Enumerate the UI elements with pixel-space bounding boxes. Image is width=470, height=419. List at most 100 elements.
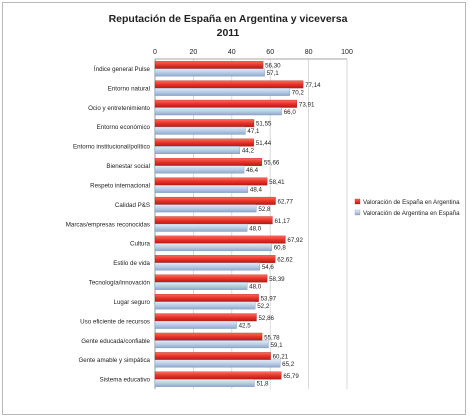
data-label: 62,77 — [278, 198, 294, 205]
category-label: Estilo de vida — [113, 260, 150, 267]
data-label: 62,62 — [277, 257, 293, 264]
data-label: 70,2 — [292, 89, 305, 96]
category-label: Uso eficiente de recursos — [80, 318, 150, 325]
bar-argentina-en-espana — [154, 204, 257, 213]
x-axis-ticks: 0 20 40 60 80 100 — [153, 49, 353, 56]
data-label: 61,17 — [274, 218, 290, 225]
bar-espana-en-argentina — [154, 293, 259, 302]
data-label: 67,92 — [287, 237, 303, 244]
chart-frame: Reputación de España en Argentina y vice… — [2, 2, 466, 415]
legend: Valoración de España en Argentina Valorac… — [354, 198, 460, 217]
data-label: 73,91 — [299, 101, 315, 108]
data-label: 54,6 — [262, 264, 275, 271]
data-label: 66,0 — [284, 109, 297, 116]
bar-espana-en-argentina — [154, 235, 286, 244]
data-label: 51,55 — [256, 121, 272, 128]
bar-espana-en-argentina — [154, 332, 263, 341]
data-label: 56,30 — [265, 63, 281, 70]
category-label: Tecnología/innovación — [89, 280, 151, 287]
bar-argentina-en-espana — [154, 320, 237, 329]
legend-label: Valoración de España en Argentina — [363, 199, 460, 206]
data-label: 48,0 — [249, 225, 262, 232]
legend-swatch — [354, 209, 361, 216]
category-label: Cultura — [130, 241, 151, 248]
category-label: Marcas/empresas reconocidas — [66, 221, 150, 228]
data-label: 44,2 — [242, 148, 255, 155]
chart-title: Reputación de España en Argentina y vice… — [109, 13, 348, 25]
data-label: 48,0 — [249, 284, 262, 291]
data-label: 51,44 — [256, 140, 272, 147]
bar-argentina-en-espana — [154, 223, 248, 232]
category-label: Respeto internacional — [90, 182, 150, 189]
bar-espana-en-argentina — [154, 80, 304, 89]
bar-espana-en-argentina — [154, 196, 276, 205]
x-tick-label: 20 — [190, 49, 198, 56]
data-label: 52,8 — [258, 206, 271, 213]
bar-espana-en-argentina — [154, 216, 273, 225]
bar-espana-en-argentina — [154, 352, 271, 361]
x-tick-label: 60 — [266, 49, 274, 56]
bar-argentina-en-espana — [154, 301, 256, 310]
bar-espana-en-argentina — [154, 61, 264, 69]
bar-argentina-en-espana — [154, 262, 260, 271]
data-label: 52,2 — [257, 303, 270, 310]
bar-argentina-en-espana — [154, 379, 255, 387]
category-label: Entorno institucional/político — [73, 144, 151, 151]
data-label: 58,39 — [269, 276, 285, 283]
bar-argentina-en-espana — [154, 282, 248, 290]
x-tick-label: 80 — [305, 49, 313, 56]
bar-espana-en-argentina — [154, 371, 282, 380]
bar-argentina-en-espana — [154, 359, 281, 368]
bar-espana-en-argentina — [154, 119, 255, 128]
data-label: 46,4 — [246, 167, 259, 174]
bar-argentina-en-espana — [154, 185, 249, 193]
bar-espana-en-argentina — [154, 274, 268, 283]
bar-argentina-en-espana — [154, 340, 269, 349]
data-label: 58,41 — [269, 179, 285, 186]
bar-argentina-en-espana — [154, 87, 290, 96]
x-tick-label: 100 — [341, 49, 353, 56]
category-label: Bienestar social — [106, 163, 150, 170]
bar-argentina-en-espana — [154, 126, 246, 135]
data-label: 65,2 — [282, 361, 295, 368]
category-label: Entorno económico — [97, 124, 151, 131]
bar-espana-en-argentina — [154, 158, 263, 166]
bar-espana-en-argentina — [154, 138, 254, 147]
x-tick-label: 0 — [153, 49, 157, 56]
bar-argentina-en-espana — [154, 146, 241, 155]
data-label: 65,79 — [283, 373, 299, 380]
bar-argentina-en-espana — [154, 165, 245, 174]
data-label: 42,5 — [239, 322, 252, 329]
data-label: 55,78 — [264, 334, 280, 341]
bars — [154, 61, 304, 387]
category-label: Sistema educativo — [99, 377, 150, 384]
bar-argentina-en-espana — [154, 68, 265, 77]
bar-argentina-en-espana — [154, 243, 272, 252]
bar-espana-en-argentina — [154, 177, 268, 186]
category-label: Gente educada/confiable — [81, 338, 150, 345]
data-label: 47,1 — [247, 128, 260, 135]
category-label: Entorno natural — [108, 85, 150, 92]
category-labels: Índice general Pulse Entorno natural Ocio … — [66, 66, 151, 384]
data-label: 52,86 — [258, 315, 274, 322]
legend-label: Valoración de Argentina en España — [363, 210, 460, 217]
data-label: 55,66 — [264, 160, 280, 167]
category-label: Ocio y entretenimiento — [88, 105, 150, 112]
data-label: 51,8 — [256, 381, 269, 388]
chart-subtitle: 2011 — [217, 27, 240, 39]
data-label: 60,8 — [274, 245, 287, 252]
bar-espana-en-argentina — [154, 99, 298, 108]
legend-swatch — [354, 198, 361, 205]
bar-chart: Reputación de España en Argentina y vice… — [66, 13, 460, 389]
data-label: 48,4 — [250, 186, 263, 193]
data-label: 57,1 — [267, 70, 280, 77]
category-label: Gente amable y simpática — [78, 357, 150, 364]
x-tick-label: 40 — [228, 49, 236, 56]
bar-argentina-en-espana — [154, 107, 282, 116]
bar-espana-en-argentina — [154, 313, 257, 322]
category-label: Índice general Pulse — [94, 66, 151, 73]
data-label: 60,21 — [273, 354, 289, 361]
data-label: 77,14 — [305, 82, 321, 89]
bar-espana-en-argentina — [154, 255, 276, 263]
